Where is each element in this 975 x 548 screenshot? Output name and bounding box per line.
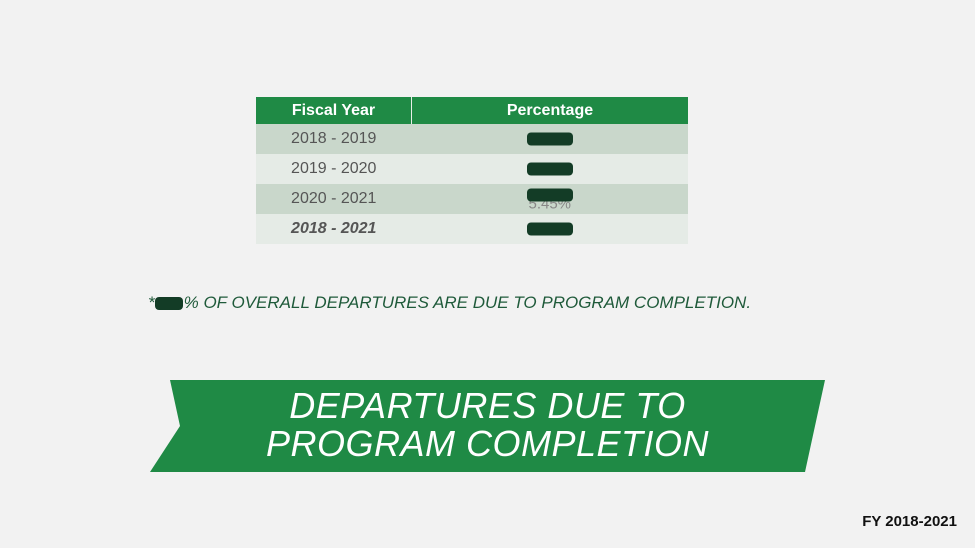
banner-shape [150,380,825,472]
banner-title: DEPARTURES DUE TO PROGRAM COMPLETION [150,387,825,463]
note-prefix: * [148,293,155,312]
cell-fiscal-year: 2019 - 2020 [256,154,412,184]
redaction-mark [526,132,573,146]
cell-percentage: % [411,124,688,154]
cell-percentage: % [411,154,688,184]
table-row: 2019 - 2020 % [256,154,688,184]
cell-percentage: 5.45% [411,184,688,214]
fiscal-year-table: Fiscal Year Percentage 2018 - 2019 % 201… [256,97,688,244]
table-row: 2020 - 2021 5.45% [256,184,688,214]
redaction-mark [526,188,573,201]
note-text: % OF OVERALL DEPARTURES ARE DUE TO PROGR… [183,293,752,312]
redaction-mark [526,222,573,236]
banner-line-2: PROGRAM COMPLETION [265,423,710,464]
table-header-row: Fiscal Year Percentage [256,97,688,124]
title-banner: DEPARTURES DUE TO PROGRAM COMPLETION [150,380,825,472]
cell-percentage-total [411,214,688,244]
redaction-mark [526,162,573,176]
cell-fiscal-year: 2020 - 2021 [256,184,412,214]
cell-fiscal-year: 2018 - 2019 [256,124,412,154]
table-row-total: 2018 - 2021 [256,214,688,244]
header-fiscal-year: Fiscal Year [256,97,412,124]
redaction-mark [154,297,183,311]
banner-line-1: DEPARTURES DUE TO [289,385,686,426]
header-percentage: Percentage [411,97,688,124]
completion-note: * % OF OVERALL DEPARTURES ARE DUE TO PROG… [148,293,828,313]
table-row: 2018 - 2019 % [256,124,688,154]
cell-fiscal-year-total: 2018 - 2021 [256,214,412,244]
fiscal-year-label: FY 2018-2021 [862,513,957,530]
